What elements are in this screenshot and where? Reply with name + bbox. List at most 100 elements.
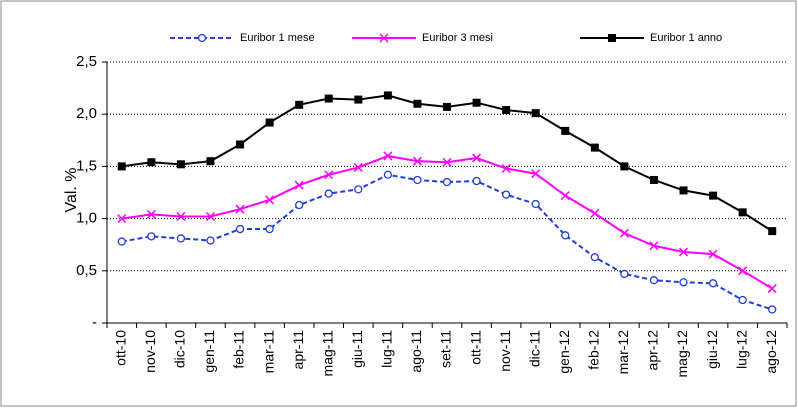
data-point: [235, 224, 245, 234]
data-point: [649, 276, 659, 285]
data-point: [560, 191, 570, 201]
data-point: [649, 175, 658, 184]
legend-label: Euribor 1 anno: [650, 32, 722, 44]
x-tick-label: gen-11: [201, 330, 217, 373]
data-point: [768, 305, 777, 314]
data-point: [176, 234, 186, 243]
y-tick-label: 0,5: [76, 262, 97, 279]
data-point: [678, 247, 689, 257]
data-point: [472, 98, 481, 107]
x-tick-label: ago-12: [763, 330, 779, 374]
data-point: [176, 160, 185, 169]
data-point: [443, 102, 451, 111]
data-point: [561, 231, 570, 240]
data-point: [235, 204, 245, 214]
data-point: [294, 180, 304, 190]
data-point: [295, 200, 304, 210]
data-point: [649, 241, 659, 251]
y-tick-label: 1,5: [76, 157, 97, 174]
data-point: [708, 279, 718, 288]
x-tick-label: dic-11: [526, 330, 542, 367]
x-tick-label: apr-12: [645, 330, 661, 371]
data-point: [265, 195, 275, 205]
data-point: [205, 211, 216, 222]
data-point: [236, 140, 245, 149]
data-point: [324, 94, 333, 103]
x-tick-label: gen-12: [556, 330, 572, 374]
x-tick-label: ago-11: [408, 330, 424, 373]
data-point: [206, 236, 215, 245]
data-point: [265, 118, 274, 127]
data-point: [413, 175, 422, 185]
x-tick-label: nov-11: [497, 330, 513, 372]
y-tick-label: 2,0: [76, 105, 97, 122]
x-tick-label: giu-12: [704, 330, 720, 369]
legend-label: Euribor 1 mese: [240, 32, 315, 44]
y-tick-label: -: [92, 314, 97, 331]
data-point: [383, 151, 393, 161]
y-axis-label: Val. %: [63, 167, 80, 212]
legend-marker: [379, 33, 389, 43]
data-point: [206, 157, 215, 166]
data-point: [117, 214, 127, 224]
x-tick-label: ott-10: [112, 330, 128, 366]
data-point: [679, 278, 688, 287]
x-tick-label: mag-11: [319, 330, 335, 377]
data-point: [353, 162, 363, 172]
x-tick-label: dic-10: [172, 330, 188, 368]
x-tick-label: lug-11: [379, 330, 395, 368]
data-point: [354, 95, 363, 104]
y-tick-label: 1,0: [76, 210, 97, 227]
x-tick-label: ott-11: [467, 330, 483, 365]
data-point: [324, 189, 333, 198]
data-point: [147, 158, 156, 167]
data-point: [738, 295, 747, 305]
x-tick-label: lug-12: [733, 330, 749, 369]
legend-marker: [608, 34, 616, 42]
data-point: [383, 91, 392, 100]
data-point: [502, 106, 511, 115]
data-point: [531, 199, 540, 209]
data-point: [708, 249, 718, 259]
legend-marker: [197, 33, 207, 43]
data-point: [354, 185, 363, 194]
data-point: [501, 190, 511, 199]
x-tick-label: giu-11: [349, 330, 365, 368]
x-tick-label: mar-11: [260, 330, 276, 374]
data-point: [531, 169, 541, 179]
data-point: [619, 228, 629, 238]
data-point: [679, 186, 688, 195]
data-point: [146, 209, 156, 219]
x-tick-label: mag-12: [674, 330, 690, 378]
data-point: [768, 227, 777, 236]
data-point: [531, 109, 540, 118]
data-point: [738, 266, 748, 276]
x-tick-label: feb-12: [586, 330, 602, 370]
data-point: [472, 176, 481, 186]
data-point: [472, 153, 482, 163]
data-point: [117, 237, 126, 246]
data-point: [620, 269, 629, 279]
data-point: [324, 170, 334, 180]
data-point: [413, 99, 422, 108]
data-point: [709, 191, 718, 200]
data-point: [561, 126, 570, 135]
data-point: [767, 284, 777, 294]
x-tick-label: nov-10: [142, 330, 158, 373]
data-point: [590, 208, 600, 218]
x-tick-label: apr-11: [290, 330, 306, 370]
data-point: [590, 143, 599, 152]
data-point: [176, 211, 186, 222]
x-tick-label: mar-12: [615, 330, 631, 375]
data-point: [383, 170, 393, 179]
data-point: [147, 232, 156, 241]
y-tick-label: 2,5: [76, 53, 97, 70]
data-point: [265, 224, 274, 234]
data-point: [442, 157, 452, 167]
data-point: [501, 163, 511, 174]
x-tick-label: feb-11: [231, 330, 247, 369]
data-point: [620, 162, 629, 171]
data-point: [117, 162, 126, 171]
